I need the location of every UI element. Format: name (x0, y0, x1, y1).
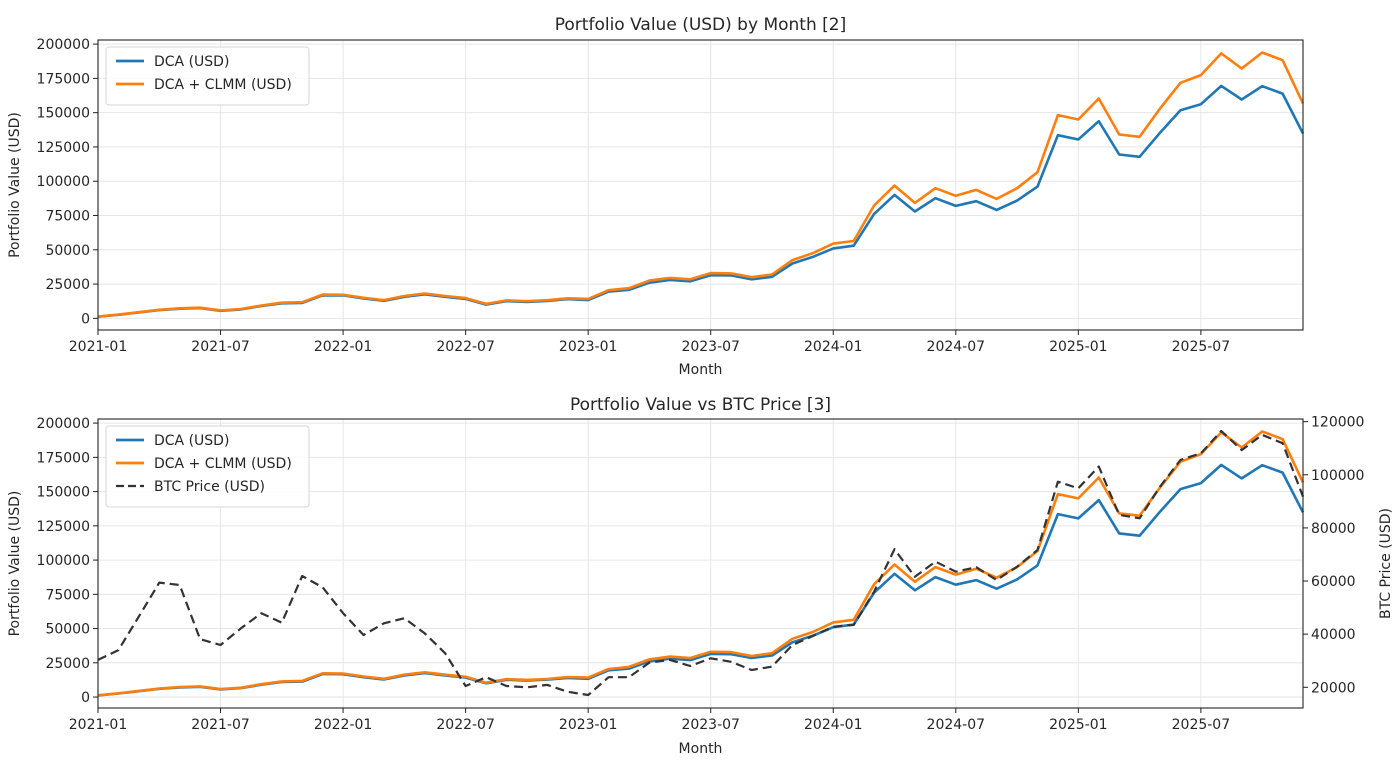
y-right-tick-label: 60000 (1311, 574, 1356, 590)
y-tick-label: 75000 (45, 587, 90, 603)
x-tick-label: 2023-01 (559, 339, 618, 355)
y-right-tick-label: 40000 (1311, 627, 1356, 643)
y-tick-label: 175000 (37, 450, 90, 466)
x-tick-label: 2022-01 (314, 717, 373, 733)
y-tick-label: 150000 (37, 106, 90, 122)
series-line-btc-price-usd (97, 429, 1305, 697)
y-tick-label: 50000 (45, 622, 90, 638)
legend-box (105, 46, 310, 106)
chart-title: Portfolio Value (USD) by Month [2] (555, 15, 846, 35)
series-lines (97, 51, 1305, 318)
y-right-tick-label: 20000 (1311, 680, 1356, 696)
x-tick-label: 2023-01 (559, 717, 618, 733)
x-tick-label: 2021-01 (69, 717, 128, 733)
y-tick-label: 0 (81, 311, 90, 327)
y-axis-ticks: 0 25000 50000 75000 100000 125000 150000 175000… (37, 416, 98, 706)
plot-frame (97, 418, 1304, 709)
y-tick-label: 75000 (45, 209, 90, 225)
x-tick-label: 2023-07 (681, 717, 740, 733)
y-tick-label: 200000 (37, 416, 90, 432)
y-axis-label: Portfolio Value (USD) (7, 491, 23, 637)
legend-label: BTC Price (USD) (154, 479, 265, 495)
y-tick-label: 100000 (37, 553, 90, 569)
y-right-tick-label: 80000 (1311, 521, 1356, 537)
y-axis-label: Portfolio Value (USD) (7, 112, 23, 258)
y-axis-right-ticks: 20000 40000 60000 80000 100000 120000 (1303, 415, 1364, 696)
x-tick-label: 2024-01 (804, 717, 863, 733)
x-tick-label: 2022-01 (314, 339, 373, 355)
x-tick-label: 2021-07 (191, 339, 250, 355)
y-tick-label: 0 (81, 690, 90, 706)
legend-label: DCA + CLMM (USD) (154, 77, 292, 93)
x-tick-label: 2024-07 (927, 339, 986, 355)
y-tick-label: 50000 (45, 243, 90, 259)
y-tick-label: 125000 (37, 140, 90, 156)
x-tick-label: 2021-01 (69, 339, 128, 355)
x-axis-ticks: 2021-01 2021-07 2022-01 2022-07 2023-01 2023-… (69, 708, 1230, 733)
chart-portfolio-vs-btc: 0 25000 50000 75000 100000 125000 150000 175000… (7, 395, 1394, 757)
plot-frame (97, 39, 1304, 331)
y-tick-label: 200000 (37, 37, 90, 53)
y-right-tick-label: 100000 (1311, 468, 1364, 484)
legend-label: DCA (USD) (154, 433, 229, 449)
x-axis-ticks: 2021-01 2021-07 2022-01 2022-07 2023-01 2023-… (69, 330, 1230, 355)
x-tick-label: 2024-07 (927, 717, 986, 733)
chart-portfolio-value-by-month: 0 25000 50000 75000 100000 125000 150000 175000… (7, 15, 1305, 378)
x-tick-label: 2022-07 (436, 339, 495, 355)
y-tick-label: 150000 (37, 485, 90, 501)
x-tick-label: 2022-07 (436, 717, 495, 733)
grid-lines (97, 40, 1303, 330)
y-axis-ticks: 0 25000 50000 75000 100000 125000 150000 175000… (37, 37, 98, 327)
chart-title: Portfolio Value vs BTC Price [3] (570, 395, 831, 415)
y-axis-right-label: BTC Price (USD) (1378, 508, 1394, 619)
x-tick-label: 2025-07 (1172, 339, 1231, 355)
legend: DCA (USD) DCA + CLMM (USD) (105, 46, 310, 106)
y-right-tick-label: 120000 (1311, 415, 1364, 431)
series-line-dca-usd (97, 84, 1305, 318)
x-tick-label: 2021-07 (191, 717, 250, 733)
legend-label: DCA (USD) (154, 54, 229, 70)
series-line-dca-clmm-usd (97, 51, 1305, 318)
legend: DCA (USD) DCA + CLMM (USD) BTC Price (USD) (105, 425, 310, 508)
series-line-dca-clmm-usd (97, 430, 1305, 697)
x-tick-label: 2025-01 (1049, 339, 1108, 355)
y-tick-label: 25000 (45, 277, 90, 293)
y-tick-label: 175000 (37, 71, 90, 87)
legend-box (105, 425, 310, 508)
x-tick-label: 2025-07 (1172, 717, 1231, 733)
x-axis-label: Month (679, 741, 723, 757)
y-tick-label: 100000 (37, 174, 90, 190)
series-lines (97, 429, 1305, 697)
x-tick-label: 2023-07 (681, 339, 740, 355)
y-tick-label: 25000 (45, 656, 90, 672)
legend-label: DCA + CLMM (USD) (154, 456, 292, 472)
x-tick-label: 2024-01 (804, 339, 863, 355)
x-tick-label: 2025-01 (1049, 717, 1108, 733)
y-tick-label: 125000 (37, 519, 90, 535)
x-axis-label: Month (679, 362, 723, 378)
